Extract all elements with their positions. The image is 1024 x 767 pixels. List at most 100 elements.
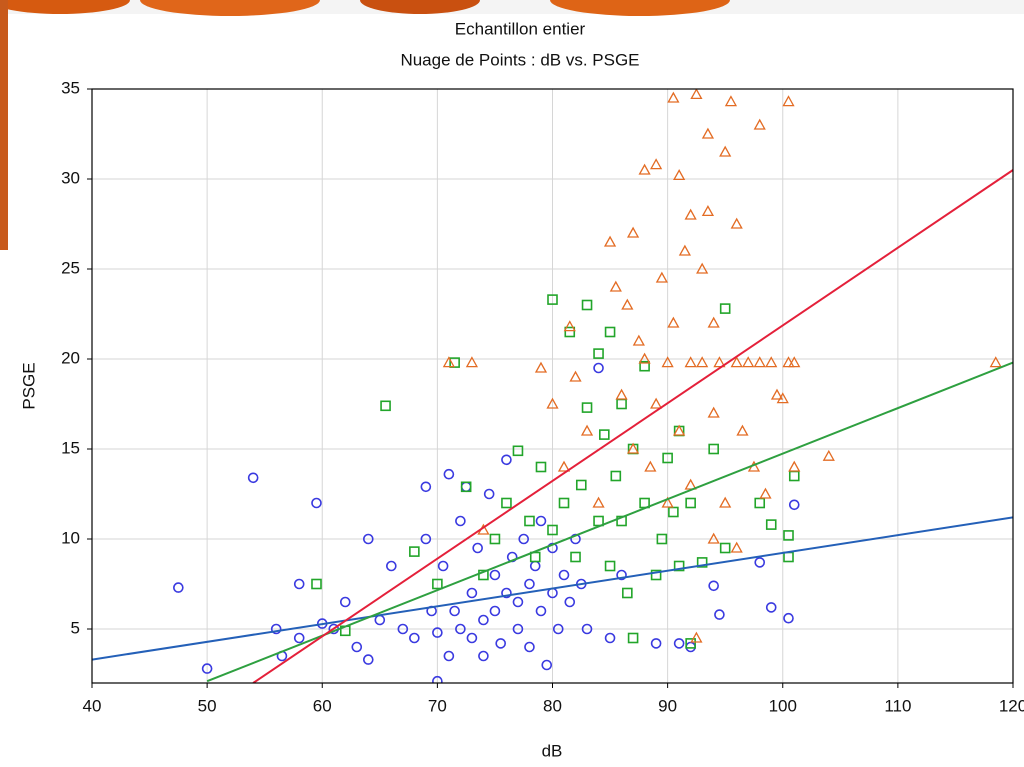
point (560, 571, 569, 580)
point (755, 120, 765, 129)
point (760, 489, 770, 498)
point (381, 401, 390, 410)
point (651, 160, 661, 169)
y-axis-label: PSGE (19, 362, 38, 409)
point (513, 446, 522, 455)
y-tick-label: 15 (61, 438, 80, 457)
point (462, 482, 471, 491)
point (790, 500, 799, 509)
point (721, 304, 730, 313)
axes: 4050607080901001101205101520253035 (61, 78, 1024, 715)
point (709, 581, 718, 590)
point (421, 482, 430, 491)
fit-line (253, 170, 1013, 683)
point (565, 322, 575, 331)
point (565, 328, 574, 337)
point (560, 499, 569, 508)
point (536, 517, 545, 526)
y-tick-label: 25 (61, 258, 80, 277)
point (703, 206, 713, 215)
point (525, 643, 534, 652)
point (790, 472, 799, 481)
point (531, 562, 540, 571)
x-tick-label: 60 (313, 696, 332, 715)
point (691, 633, 701, 642)
point (680, 246, 690, 255)
page: {"chart_data": { "type": "scatter", "tit… (0, 0, 1024, 767)
point (525, 580, 534, 589)
point (767, 603, 776, 612)
point (755, 558, 764, 567)
x-tick-label: 70 (428, 696, 447, 715)
x-tick-label: 50 (198, 696, 217, 715)
point (674, 170, 684, 179)
point (767, 520, 776, 529)
point (502, 499, 511, 508)
point (645, 462, 655, 471)
x-tick-label: 40 (83, 696, 102, 715)
point (640, 165, 650, 174)
point (479, 616, 488, 625)
point (536, 607, 545, 616)
point (715, 610, 724, 619)
point (485, 490, 494, 499)
point (536, 363, 546, 372)
point (784, 614, 793, 623)
point (542, 661, 551, 670)
point (721, 544, 730, 553)
point (755, 499, 764, 508)
point (594, 349, 603, 358)
point (456, 517, 465, 526)
point (606, 328, 615, 337)
point (439, 562, 448, 571)
chart: Echantillon entier Nuage de Points : dB … (0, 0, 1024, 767)
point (496, 639, 505, 648)
point (513, 598, 522, 607)
point (571, 553, 580, 562)
point (594, 498, 604, 507)
point (691, 89, 701, 98)
point (657, 273, 667, 282)
point (473, 544, 482, 553)
point (387, 562, 396, 571)
y-tick-label: 20 (61, 348, 80, 367)
point (720, 147, 730, 156)
point (479, 652, 488, 661)
point (174, 583, 183, 592)
point (606, 562, 615, 571)
point (726, 97, 736, 106)
point (312, 499, 321, 508)
point (467, 634, 476, 643)
point (582, 426, 592, 435)
point (444, 470, 453, 479)
point (605, 237, 615, 246)
y-tick-label: 35 (61, 78, 80, 97)
point (490, 607, 499, 616)
chart-title: Echantillon entier (455, 19, 586, 38)
point (611, 282, 621, 291)
y-tick-label: 30 (61, 168, 80, 187)
point (364, 655, 373, 664)
point (634, 336, 644, 345)
point (784, 97, 794, 106)
point (675, 639, 684, 648)
point (709, 318, 719, 327)
point (652, 639, 661, 648)
point (490, 571, 499, 580)
point (565, 598, 574, 607)
point (352, 643, 361, 652)
point (703, 129, 713, 138)
x-tick-label: 100 (769, 696, 797, 715)
x-tick-label: 90 (658, 696, 677, 715)
point (732, 219, 742, 228)
point (611, 472, 620, 481)
point (249, 473, 258, 482)
point (410, 547, 419, 556)
point (623, 589, 632, 598)
point (341, 598, 350, 607)
point (674, 426, 684, 435)
point (312, 580, 321, 589)
point (686, 499, 695, 508)
point (525, 517, 534, 526)
point (617, 390, 627, 399)
